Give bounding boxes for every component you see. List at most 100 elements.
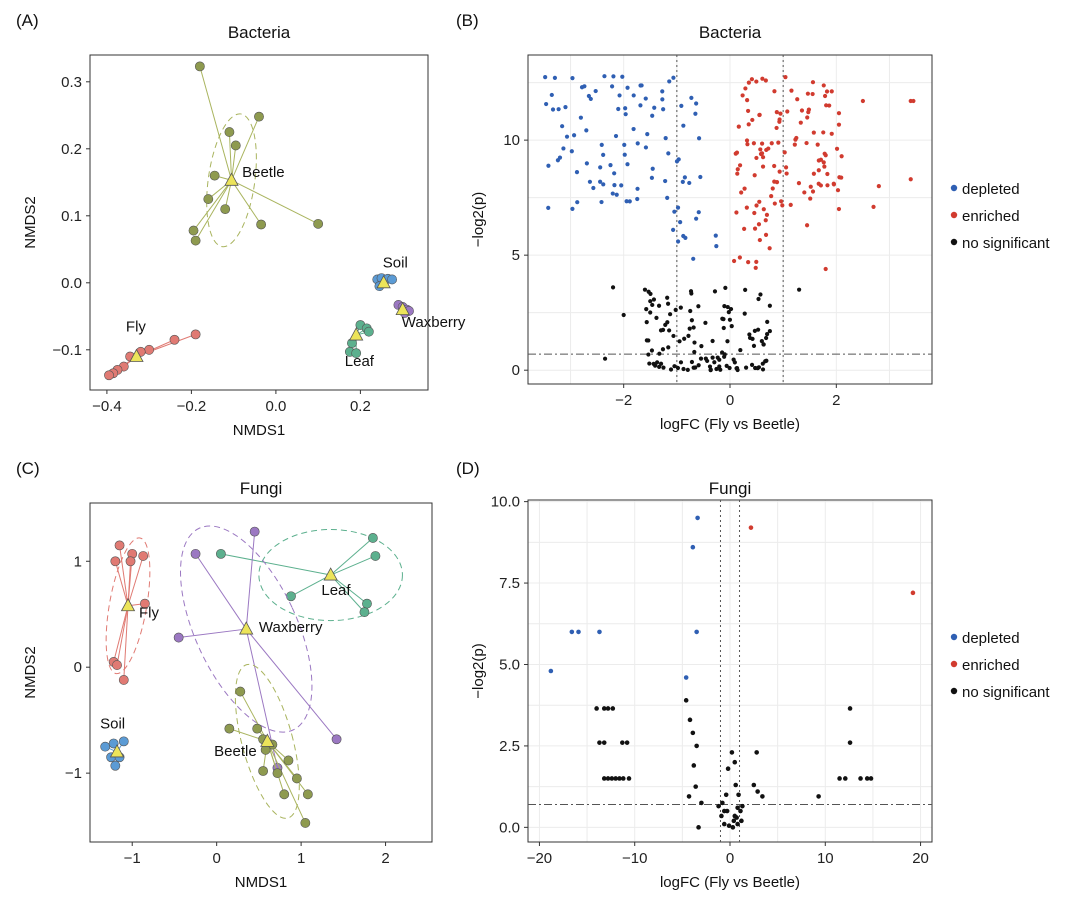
point-enriched — [754, 155, 759, 161]
point-nosig — [747, 335, 753, 341]
spider-line — [231, 116, 260, 181]
point-enriched — [789, 88, 794, 93]
point-nosig — [675, 365, 681, 371]
point-nosig — [710, 355, 715, 360]
point-enriched — [805, 91, 810, 96]
point-enriched — [836, 111, 842, 116]
point-depleted — [694, 216, 699, 221]
group-leaf: Leaf — [345, 320, 375, 370]
point-depleted — [597, 629, 602, 635]
y-axis-label: −log2(p) — [470, 192, 487, 247]
point-depleted — [546, 163, 551, 168]
point-depleted — [587, 179, 593, 184]
sample-point — [254, 111, 264, 122]
point-depleted — [582, 84, 587, 89]
group-label: Leaf — [321, 582, 351, 599]
point-enriched — [823, 153, 828, 158]
point-enriched — [759, 141, 765, 146]
legend-label: depleted — [962, 181, 1020, 198]
point-nosig — [642, 287, 648, 292]
point-enriched — [746, 260, 751, 265]
point-nosig — [677, 339, 682, 344]
point-nosig — [725, 339, 730, 344]
point-nosig — [602, 356, 608, 361]
point-enriched — [799, 108, 805, 113]
point-enriched — [788, 202, 793, 207]
point-depleted — [544, 101, 549, 107]
confidence-ellipse — [206, 113, 257, 248]
point-depleted — [649, 175, 655, 180]
x-tick-label: 0.0 — [265, 398, 286, 415]
plot-frame — [89, 502, 433, 843]
spider-line — [266, 741, 309, 795]
point-depleted — [676, 157, 681, 162]
point-nosig — [724, 363, 729, 368]
y-tick-label: 10 — [503, 132, 520, 149]
point-nosig — [721, 325, 726, 331]
point-nosig — [693, 784, 698, 789]
point-depleted — [678, 220, 683, 225]
group-label: Waxberry — [402, 314, 466, 331]
spider-line — [178, 628, 247, 639]
point-nosig — [661, 365, 666, 370]
point-nosig — [730, 825, 736, 830]
point-depleted — [645, 132, 650, 137]
point-depleted — [593, 88, 598, 94]
panel-b: (B) Bacteria −2 0 2 0 5 10 logFC (Fly vs Beetle)… — [456, 11, 1050, 433]
sample-point — [286, 591, 296, 602]
point-enriched — [829, 89, 834, 94]
point-nosig — [651, 297, 657, 302]
point-nosig — [729, 750, 735, 755]
sample-point — [104, 370, 114, 381]
point-nosig — [739, 818, 744, 824]
point-enriched — [754, 259, 759, 264]
grid — [528, 500, 932, 842]
point-nosig — [620, 776, 626, 781]
spider-line — [127, 561, 132, 606]
point-depleted — [675, 205, 681, 210]
point-depleted — [681, 123, 686, 128]
point-nosig — [736, 792, 741, 798]
point-nosig — [689, 359, 695, 365]
x-tick-label: −20 — [527, 850, 552, 867]
point-nosig — [601, 776, 607, 781]
point-nosig — [686, 794, 692, 799]
point-nosig — [665, 295, 670, 300]
group-fly: Fly — [104, 319, 201, 381]
point-nosig — [743, 365, 749, 370]
point-nosig — [717, 364, 722, 369]
point-depleted — [671, 75, 676, 80]
x-tick-label: 2 — [832, 392, 840, 409]
point-enriched — [824, 103, 829, 108]
sample-point — [138, 551, 149, 561]
sample-point — [359, 607, 370, 618]
point-nosig — [718, 367, 723, 372]
point-enriched — [737, 163, 743, 168]
point-depleted — [624, 199, 629, 204]
point-nosig — [678, 305, 683, 310]
point-enriched — [731, 258, 737, 264]
point-enriched — [752, 210, 757, 216]
panel-label: (C) — [16, 459, 40, 478]
point-enriched — [811, 171, 816, 176]
point-nosig — [764, 335, 769, 341]
point-depleted — [570, 206, 575, 211]
point-nosig — [626, 776, 632, 781]
point-depleted — [635, 141, 640, 146]
point-depleted — [643, 145, 649, 150]
point-enriched — [764, 212, 770, 217]
point-enriched — [910, 590, 916, 596]
point-nosig — [760, 794, 765, 799]
spider-line — [239, 691, 268, 742]
point-depleted — [543, 75, 548, 80]
sample-point — [283, 755, 294, 766]
point-enriched — [754, 203, 759, 208]
point-enriched — [759, 151, 765, 156]
point-nosig — [726, 310, 731, 315]
point-nosig — [621, 312, 626, 318]
centroid-marker — [376, 274, 391, 289]
point-nosig — [605, 706, 611, 711]
point-depleted — [575, 200, 580, 205]
point-depleted — [576, 629, 581, 635]
point-nosig — [696, 825, 701, 830]
